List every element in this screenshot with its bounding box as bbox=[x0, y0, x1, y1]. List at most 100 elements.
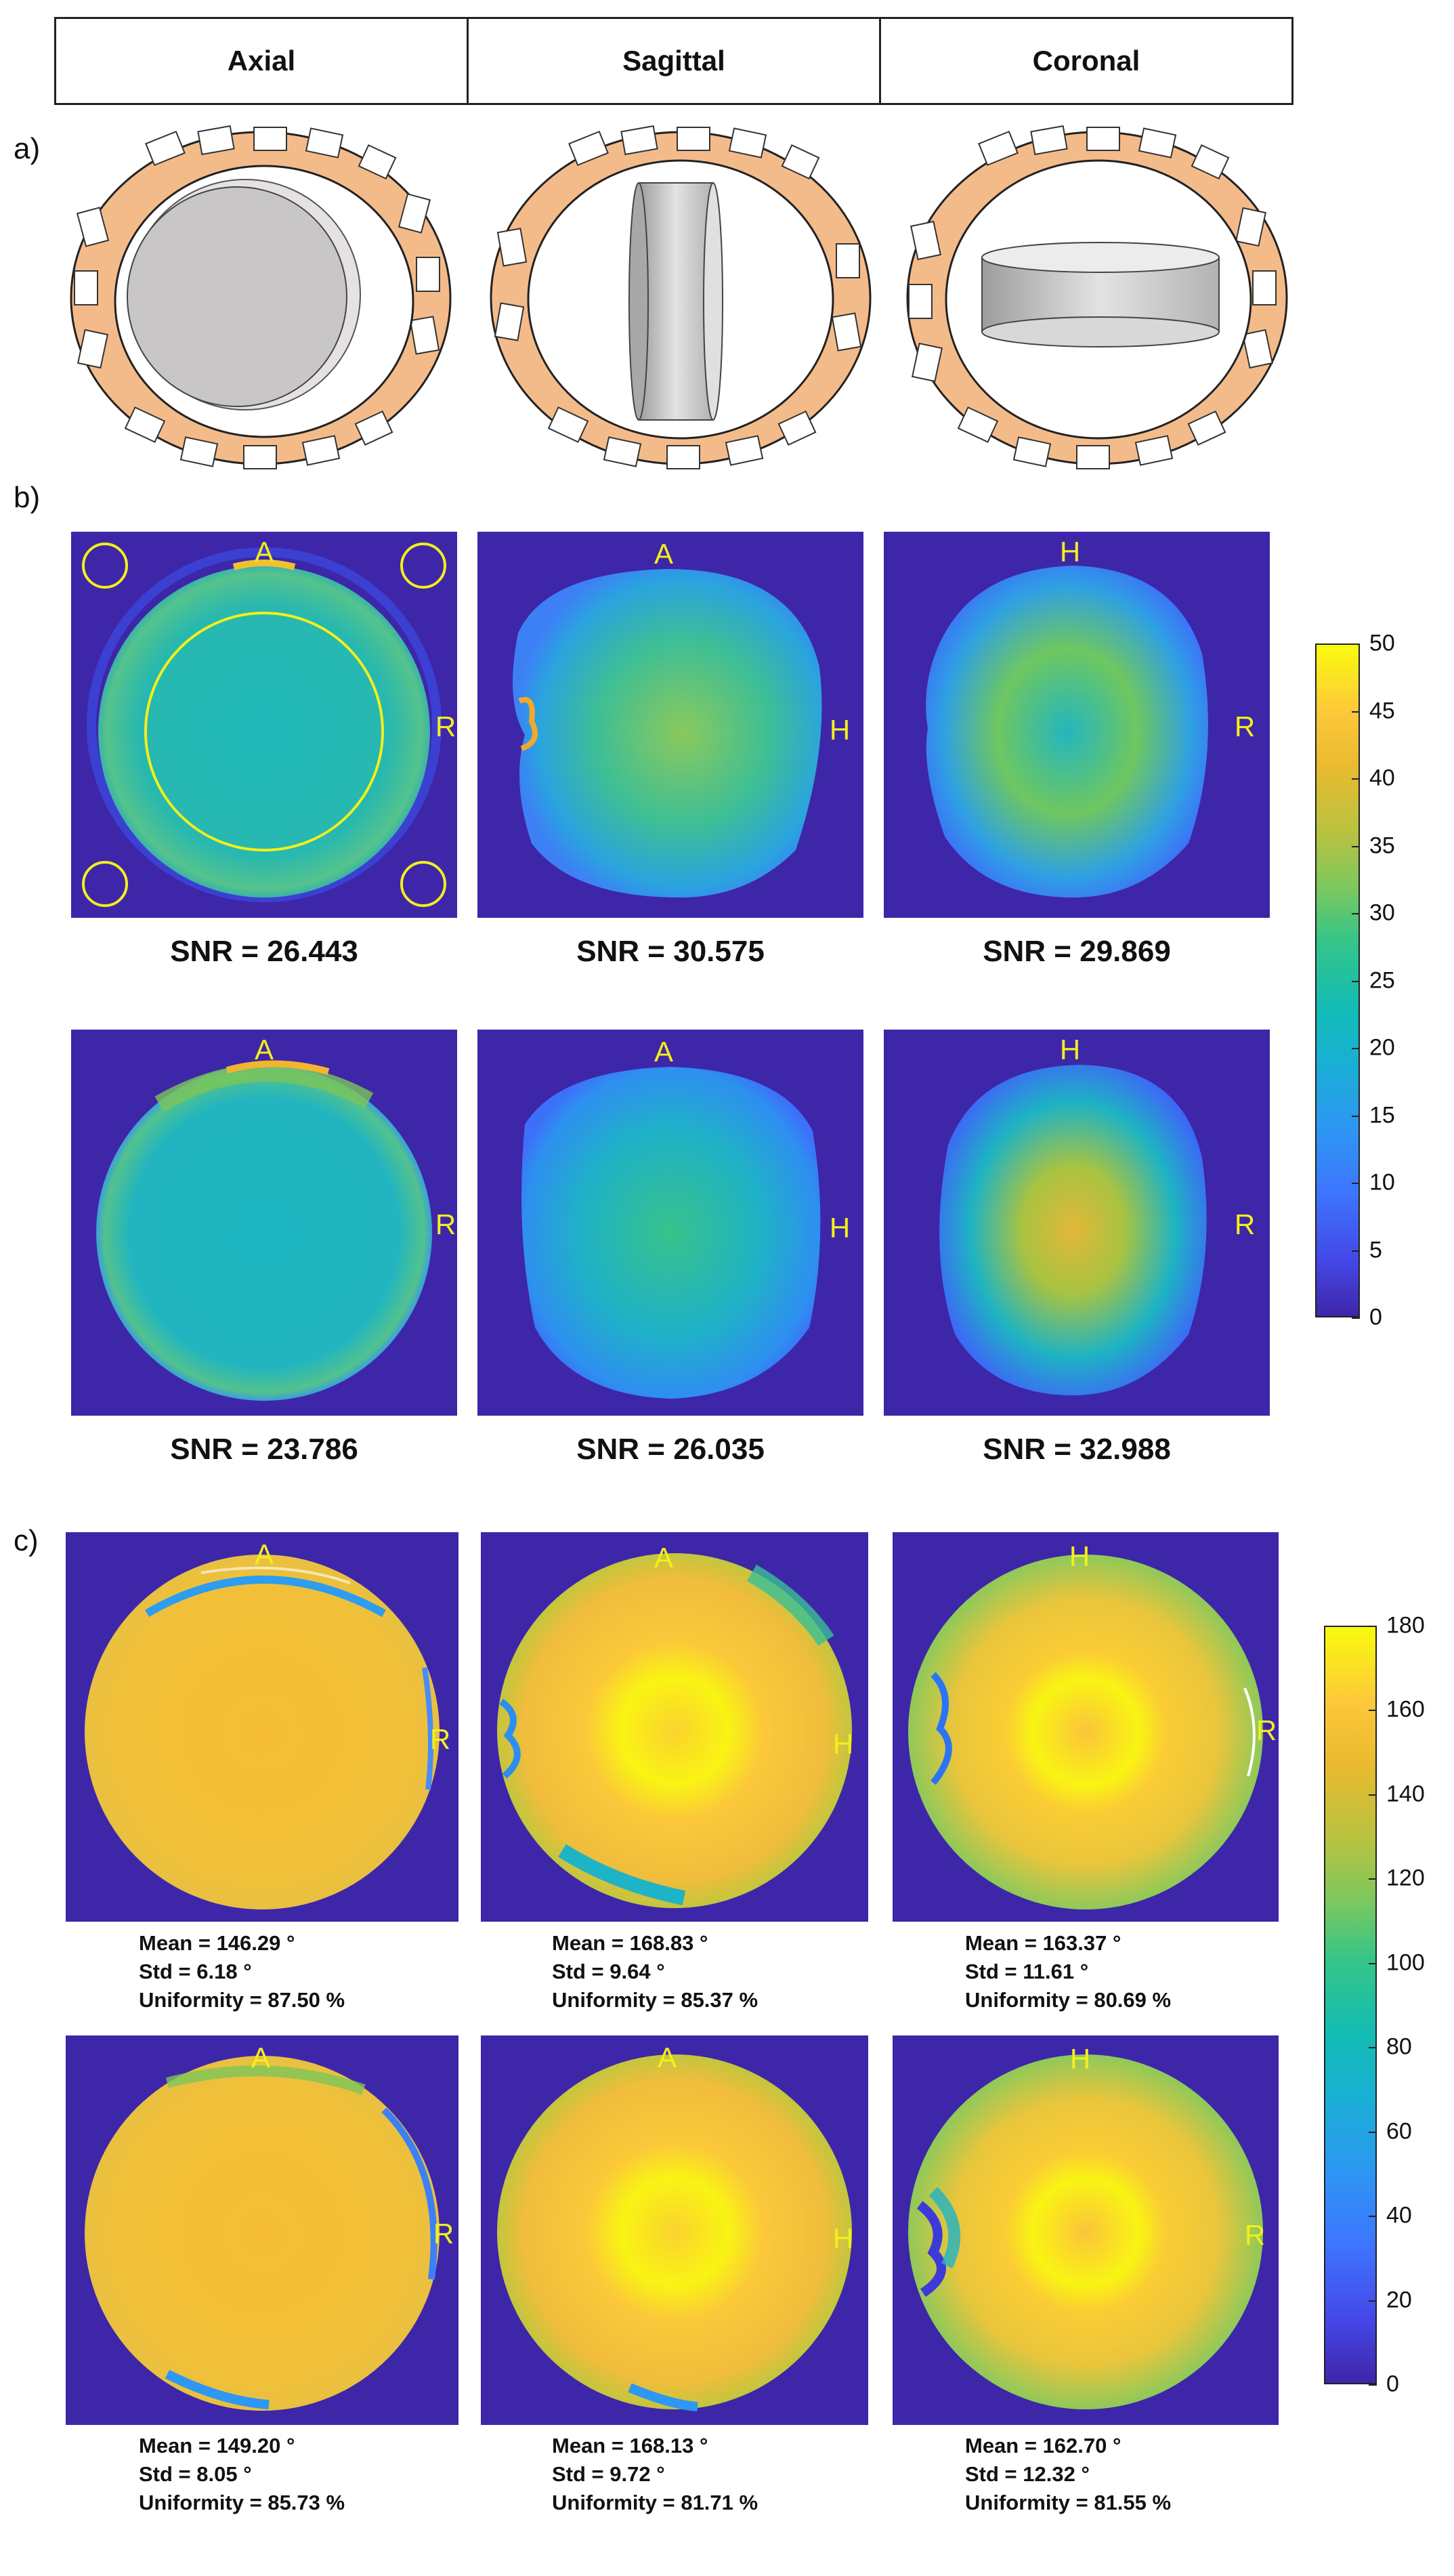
colorbar-tick-mark bbox=[1352, 1183, 1360, 1184]
colorbar-tick-label: 30 bbox=[1369, 900, 1395, 926]
snr-map-coronal-1 bbox=[884, 532, 1270, 918]
orientation-label-right: R bbox=[1256, 1714, 1277, 1746]
snr-map-coronal-2 bbox=[884, 1030, 1270, 1416]
flip-stats-sagittal-2: Mean = 168.13 ° Std = 9.72 ° Uniformity … bbox=[552, 2432, 758, 2517]
flip-angle-map-axial-1 bbox=[66, 1532, 458, 1922]
std-value: Std = 9.72 ° bbox=[552, 2462, 665, 2486]
orientation-label-top: H bbox=[1069, 1540, 1090, 1572]
column-header-axial: Axial bbox=[227, 45, 296, 77]
coronal-coil-illustration bbox=[906, 125, 1288, 469]
snr-map-axial-1 bbox=[71, 532, 457, 918]
orientation-label-right: H bbox=[829, 714, 851, 746]
colorbar-tick-label: 50 bbox=[1369, 630, 1395, 656]
snr-value: SNR = 26.035 bbox=[576, 1433, 765, 1466]
flip-stats-axial-1: Mean = 146.29 ° Std = 6.18 ° Uniformity … bbox=[139, 1929, 345, 2014]
uniformity-value: Uniformity = 87.50 % bbox=[139, 1988, 345, 2012]
orientation-label-top: A bbox=[654, 538, 674, 570]
colorbar-tick-label: 0 bbox=[1386, 2371, 1399, 2397]
colorbar-tick-mark bbox=[1369, 2131, 1377, 2133]
orientation-label-top: A bbox=[657, 2042, 677, 2073]
colorbar-tick-mark bbox=[1352, 711, 1360, 713]
flip-stats-axial-2: Mean = 149.20 ° Std = 8.05 ° Uniformity … bbox=[139, 2432, 345, 2517]
colorbar-tick-label: 15 bbox=[1369, 1102, 1395, 1128]
colorbar-tick-mark bbox=[1352, 643, 1360, 645]
snr-value: SNR = 23.786 bbox=[170, 1433, 358, 1466]
colorbar-tick-mark bbox=[1352, 1048, 1360, 1049]
colorbar-tick-mark bbox=[1352, 1115, 1360, 1117]
uniformity-value: Uniformity = 85.37 % bbox=[552, 1988, 758, 2012]
orientation-label-top: A bbox=[654, 1542, 674, 1574]
orientation-label-right: H bbox=[832, 2222, 854, 2254]
colorbar-tick-mark bbox=[1352, 845, 1360, 847]
orientation-label-right: R bbox=[1234, 1208, 1256, 1240]
mean-value: Mean = 146.29 ° bbox=[139, 1931, 295, 1955]
colorbar-tick-mark bbox=[1369, 1626, 1377, 1627]
colorbar-tick-mark bbox=[1369, 1962, 1377, 1964]
flip-angle-colorbar bbox=[1324, 1626, 1377, 2384]
std-value: Std = 8.05 ° bbox=[139, 2462, 252, 2486]
colorbar-tick-label: 35 bbox=[1369, 832, 1395, 858]
colorbar-tick-mark bbox=[1369, 1710, 1377, 1712]
orientation-label-right: R bbox=[435, 711, 456, 742]
colorbar-tick-mark bbox=[1352, 778, 1360, 780]
colorbar-tick-label: 80 bbox=[1386, 2033, 1412, 2060]
colorbar-tick-label: 180 bbox=[1386, 1612, 1425, 1639]
flip-stats-sagittal-1: Mean = 168.83 ° Std = 9.64 ° Uniformity … bbox=[552, 1929, 758, 2014]
mean-value: Mean = 163.37 ° bbox=[965, 1931, 1121, 1955]
colorbar-tick-mark bbox=[1352, 1250, 1360, 1252]
flip-angle-map-axial-2 bbox=[66, 2035, 458, 2425]
orientation-label-right: R bbox=[1244, 2219, 1266, 2251]
panel-label-a: a) bbox=[14, 132, 41, 165]
orientation-label-top: A bbox=[251, 2042, 271, 2073]
orientation-label-right: H bbox=[829, 1212, 851, 1244]
colorbar-tick-mark bbox=[1369, 2384, 1377, 2386]
flip-angle-map-sagittal-1 bbox=[481, 1532, 868, 1922]
colorbar-tick-label: 10 bbox=[1369, 1169, 1395, 1196]
colorbar-tick-label: 5 bbox=[1369, 1237, 1382, 1263]
snr-value: SNR = 29.869 bbox=[983, 935, 1171, 968]
colorbar-tick-mark bbox=[1369, 1878, 1377, 1880]
colorbar-tick-mark bbox=[1352, 980, 1360, 982]
std-value: Std = 12.32 ° bbox=[965, 2462, 1090, 2486]
snr-map-sagittal-1 bbox=[477, 532, 863, 918]
mean-value: Mean = 149.20 ° bbox=[139, 2434, 295, 2457]
snr-value: SNR = 26.443 bbox=[170, 935, 358, 968]
std-value: Std = 9.64 ° bbox=[552, 1960, 665, 1983]
colorbar-tick-mark bbox=[1369, 2216, 1377, 2218]
orientation-label-top: A bbox=[254, 536, 274, 568]
flip-stats-coronal-1: Mean = 163.37 ° Std = 11.61 ° Uniformity… bbox=[965, 1929, 1171, 2014]
mean-value: Mean = 162.70 ° bbox=[965, 2434, 1121, 2457]
orientation-label-top: H bbox=[1059, 1034, 1081, 1065]
snr-value: SNR = 30.575 bbox=[576, 935, 765, 968]
panel-label-c: c) bbox=[14, 1524, 39, 1557]
flip-stats-coronal-2: Mean = 162.70 ° Std = 12.32 ° Uniformity… bbox=[965, 2432, 1171, 2517]
std-value: Std = 11.61 ° bbox=[965, 1960, 1089, 1983]
snr-map-axial-2 bbox=[71, 1030, 457, 1416]
orientation-label-top: A bbox=[654, 1036, 674, 1068]
colorbar-tick-mark bbox=[1369, 1794, 1377, 1796]
colorbar-tick-label: 25 bbox=[1369, 967, 1395, 993]
orientation-label-right: H bbox=[832, 1728, 854, 1760]
colorbar-tick-label: 140 bbox=[1386, 1781, 1425, 1807]
colorbar-tick-label: 45 bbox=[1369, 698, 1395, 723]
colorbar-tick-mark bbox=[1369, 2300, 1377, 2302]
flip-angle-map-coronal-1 bbox=[893, 1532, 1279, 1922]
colorbar-tick-label: 60 bbox=[1386, 2118, 1412, 2145]
colorbar-tick-label: 40 bbox=[1369, 765, 1395, 791]
colorbar-tick-label: 20 bbox=[1386, 2287, 1412, 2313]
std-value: Std = 6.18 ° bbox=[139, 1960, 252, 1983]
sagittal-coil-illustration bbox=[490, 125, 872, 469]
mean-value: Mean = 168.13 ° bbox=[552, 2434, 708, 2457]
orientation-label-top: H bbox=[1059, 536, 1081, 568]
colorbar-tick-label: 0 bbox=[1369, 1304, 1382, 1330]
colorbar-tick-mark bbox=[1369, 2047, 1377, 2049]
column-header-table: Axial Sagittal Coronal bbox=[54, 17, 1293, 105]
axial-coil-illustration bbox=[70, 125, 452, 469]
colorbar-tick-label: 160 bbox=[1386, 1696, 1425, 1723]
uniformity-value: Uniformity = 81.55 % bbox=[965, 2491, 1172, 2514]
uniformity-value: Uniformity = 81.71 % bbox=[552, 2491, 758, 2514]
colorbar-tick-label: 20 bbox=[1369, 1034, 1395, 1061]
orientation-label-top: H bbox=[1069, 2043, 1091, 2075]
flip-angle-map-sagittal-2 bbox=[481, 2035, 868, 2425]
colorbar-tick-label: 100 bbox=[1386, 1949, 1425, 1976]
